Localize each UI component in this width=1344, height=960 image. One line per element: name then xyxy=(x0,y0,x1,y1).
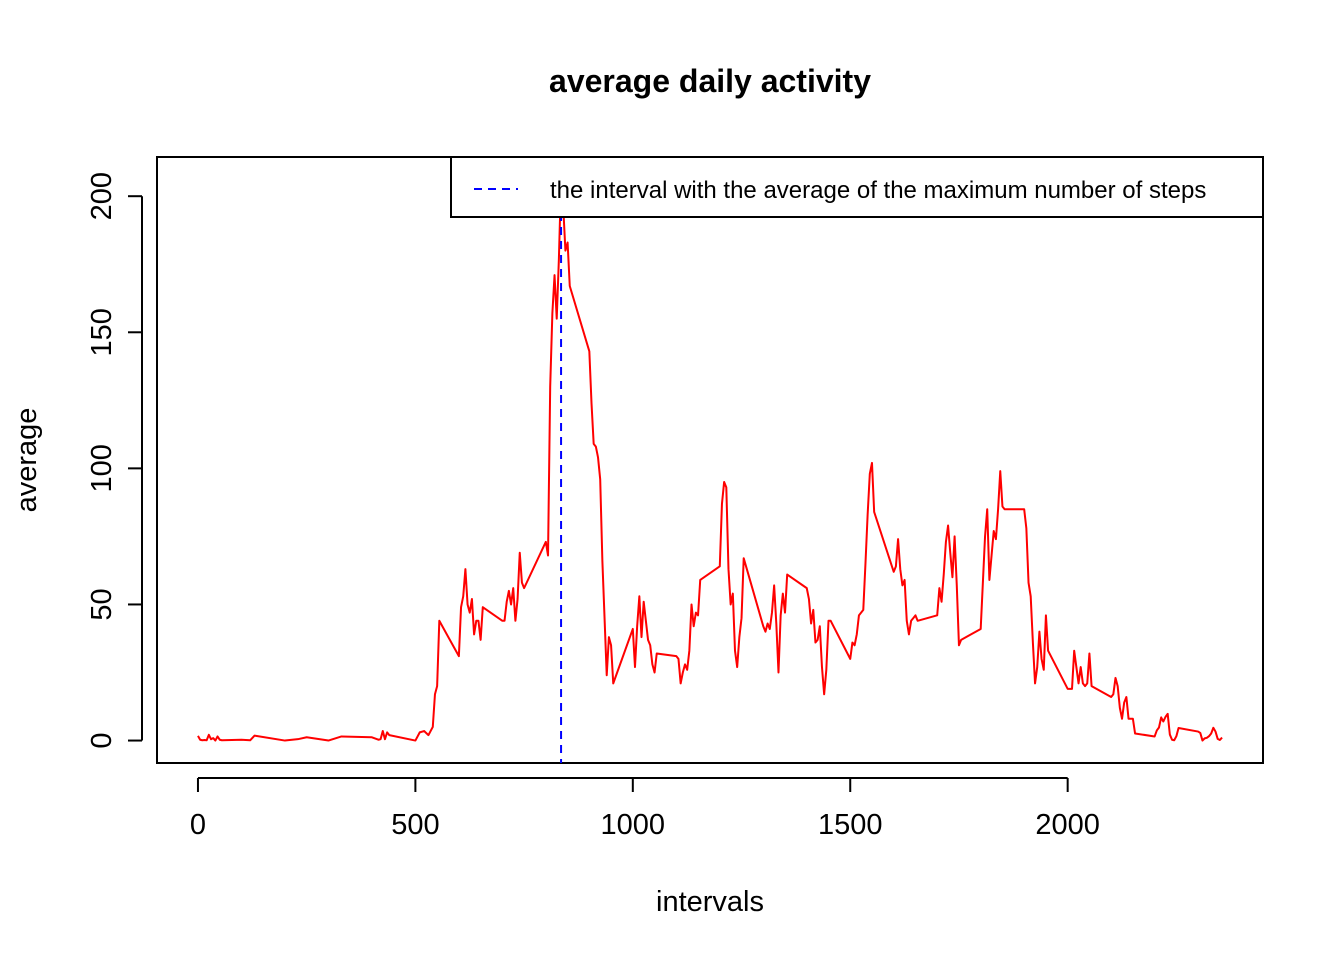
legend: the interval with the average of the max… xyxy=(450,156,1264,218)
legend-label: the interval with the average of the max… xyxy=(550,177,1206,204)
x-tick-label: 500 xyxy=(391,809,439,841)
y-tick-label: 200 xyxy=(86,172,118,220)
legend-box xyxy=(450,156,1264,218)
y-tick-label: 100 xyxy=(86,444,118,492)
data-line xyxy=(197,178,1223,742)
y-tick-label: 50 xyxy=(86,588,118,620)
plot-frame xyxy=(156,156,1264,764)
x-tick-label: 0 xyxy=(190,809,206,841)
y-axis-label: average xyxy=(11,408,43,513)
x-axis-label: intervals xyxy=(656,886,764,918)
y-tick-label: 0 xyxy=(86,732,118,748)
x-tick-label: 1500 xyxy=(818,809,883,841)
chart-title: average daily activity xyxy=(549,63,871,99)
x-tick-label: 2000 xyxy=(1035,809,1100,841)
y-tick-label: 150 xyxy=(86,308,118,356)
x-tick-label: 1000 xyxy=(601,809,666,841)
